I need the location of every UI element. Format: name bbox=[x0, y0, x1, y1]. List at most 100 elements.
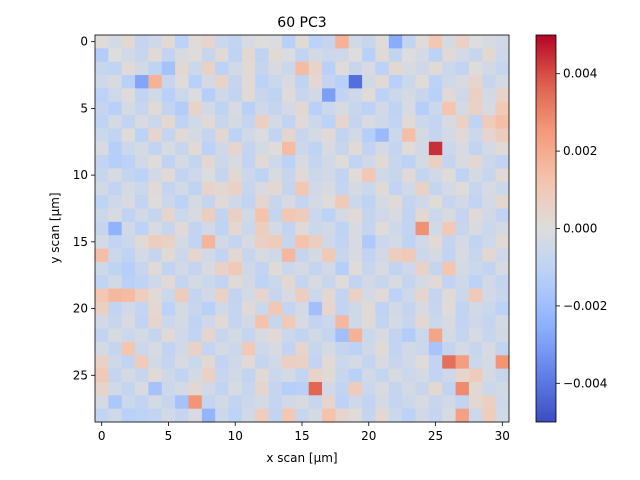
heatmap-cell bbox=[388, 168, 403, 183]
heatmap-cell bbox=[468, 381, 483, 396]
heatmap-cell bbox=[255, 341, 270, 356]
heatmap-cell bbox=[121, 88, 136, 103]
heatmap-cell bbox=[201, 261, 216, 276]
heatmap-cell bbox=[295, 275, 310, 289]
heatmap-cell bbox=[215, 115, 229, 129]
heatmap-cell bbox=[362, 408, 376, 423]
heatmap-cell bbox=[415, 168, 430, 183]
heatmap-cell bbox=[295, 328, 310, 343]
heatmap-cell bbox=[468, 288, 483, 303]
heatmap-cell bbox=[428, 248, 443, 263]
heatmap-cell bbox=[495, 248, 510, 263]
heatmap-cell bbox=[415, 128, 430, 143]
heatmap-cell bbox=[375, 75, 390, 89]
heatmap-cell bbox=[402, 75, 416, 89]
heatmap-cell bbox=[482, 155, 497, 169]
heatmap-cell bbox=[308, 128, 323, 143]
heatmap-cell bbox=[241, 395, 256, 410]
heatmap-cell bbox=[295, 115, 310, 129]
heatmap-cell bbox=[241, 341, 256, 356]
heatmap-cell bbox=[121, 275, 136, 289]
heatmap-cell bbox=[322, 328, 336, 343]
heatmap-cells bbox=[95, 35, 510, 423]
heatmap-cell bbox=[95, 288, 109, 303]
heatmap-cell bbox=[95, 35, 109, 49]
heatmap-cell bbox=[468, 275, 483, 289]
heatmap-cell bbox=[468, 341, 483, 356]
heatmap-cell bbox=[175, 328, 189, 343]
heatmap-cell bbox=[495, 35, 510, 49]
heatmap-cell bbox=[402, 395, 416, 410]
heatmap-cell bbox=[161, 208, 176, 223]
heatmap-cell bbox=[388, 115, 403, 129]
heatmap-cell bbox=[375, 368, 390, 383]
heatmap-cell bbox=[322, 301, 336, 316]
heatmap-cell bbox=[121, 128, 136, 143]
heatmap-cell bbox=[281, 275, 296, 289]
heatmap-cell bbox=[121, 35, 136, 49]
heatmap-cell bbox=[388, 408, 403, 423]
heatmap-cell bbox=[161, 221, 176, 236]
heatmap-cell bbox=[415, 195, 430, 209]
heatmap-cell bbox=[308, 35, 323, 49]
heatmap-cell bbox=[215, 368, 229, 383]
heatmap-cell bbox=[348, 248, 363, 263]
heatmap-cell bbox=[308, 48, 323, 63]
heatmap-cell bbox=[442, 288, 456, 303]
heatmap-cell bbox=[108, 288, 123, 303]
heatmap-cell bbox=[362, 141, 376, 156]
heatmap-cell bbox=[201, 368, 216, 383]
heatmap-cell bbox=[428, 101, 443, 116]
heatmap-cell bbox=[335, 75, 350, 89]
heatmap-cell bbox=[148, 115, 163, 129]
heatmap-cell bbox=[362, 61, 376, 76]
heatmap-cell bbox=[175, 315, 189, 329]
heatmap-cell bbox=[215, 235, 229, 249]
heatmap-cell bbox=[148, 221, 163, 236]
heatmap-cell bbox=[362, 181, 376, 196]
heatmap-cell bbox=[375, 275, 390, 289]
heatmap-cell bbox=[201, 128, 216, 143]
heatmap-cell bbox=[228, 301, 243, 316]
heatmap-cell bbox=[428, 75, 443, 89]
heatmap-cell bbox=[308, 395, 323, 410]
heatmap-cell bbox=[322, 101, 336, 116]
heatmap-cell bbox=[348, 381, 363, 396]
heatmap-cell bbox=[121, 235, 136, 249]
heatmap-cell bbox=[308, 61, 323, 76]
heatmap-cell bbox=[402, 368, 416, 383]
heatmap-cell bbox=[468, 395, 483, 410]
heatmap-cell bbox=[121, 261, 136, 276]
heatmap-cell bbox=[455, 221, 470, 236]
heatmap-cell bbox=[188, 101, 203, 116]
heatmap-cell bbox=[148, 208, 163, 223]
heatmap-cell bbox=[108, 141, 123, 156]
heatmap-cell bbox=[215, 181, 229, 196]
heatmap-cell bbox=[322, 288, 336, 303]
heatmap-cell bbox=[482, 221, 497, 236]
heatmap-cell bbox=[348, 235, 363, 249]
x-axis-label: x scan [µm] bbox=[266, 451, 337, 465]
heatmap-cell bbox=[188, 208, 203, 223]
heatmap-cell bbox=[348, 168, 363, 183]
heatmap-cell bbox=[362, 381, 376, 396]
heatmap-cell bbox=[375, 328, 390, 343]
heatmap-cell bbox=[255, 355, 270, 370]
heatmap-cell bbox=[322, 235, 336, 249]
heatmap-cell bbox=[482, 275, 497, 289]
colorbar-tick-label: −0.002 bbox=[563, 299, 607, 313]
heatmap-cell bbox=[375, 35, 390, 49]
heatmap-cell bbox=[148, 181, 163, 196]
heatmap-cell bbox=[468, 115, 483, 129]
heatmap-cell bbox=[188, 75, 203, 89]
heatmap-cell bbox=[121, 328, 136, 343]
heatmap-cell bbox=[255, 408, 270, 423]
heatmap-cell bbox=[468, 35, 483, 49]
heatmap-cell bbox=[188, 115, 203, 129]
heatmap-cell bbox=[362, 328, 376, 343]
heatmap-cell bbox=[388, 48, 403, 63]
heatmap-cell bbox=[362, 235, 376, 249]
heatmap-cell bbox=[201, 88, 216, 103]
heatmap-cell bbox=[415, 381, 430, 396]
heatmap-cell bbox=[308, 288, 323, 303]
